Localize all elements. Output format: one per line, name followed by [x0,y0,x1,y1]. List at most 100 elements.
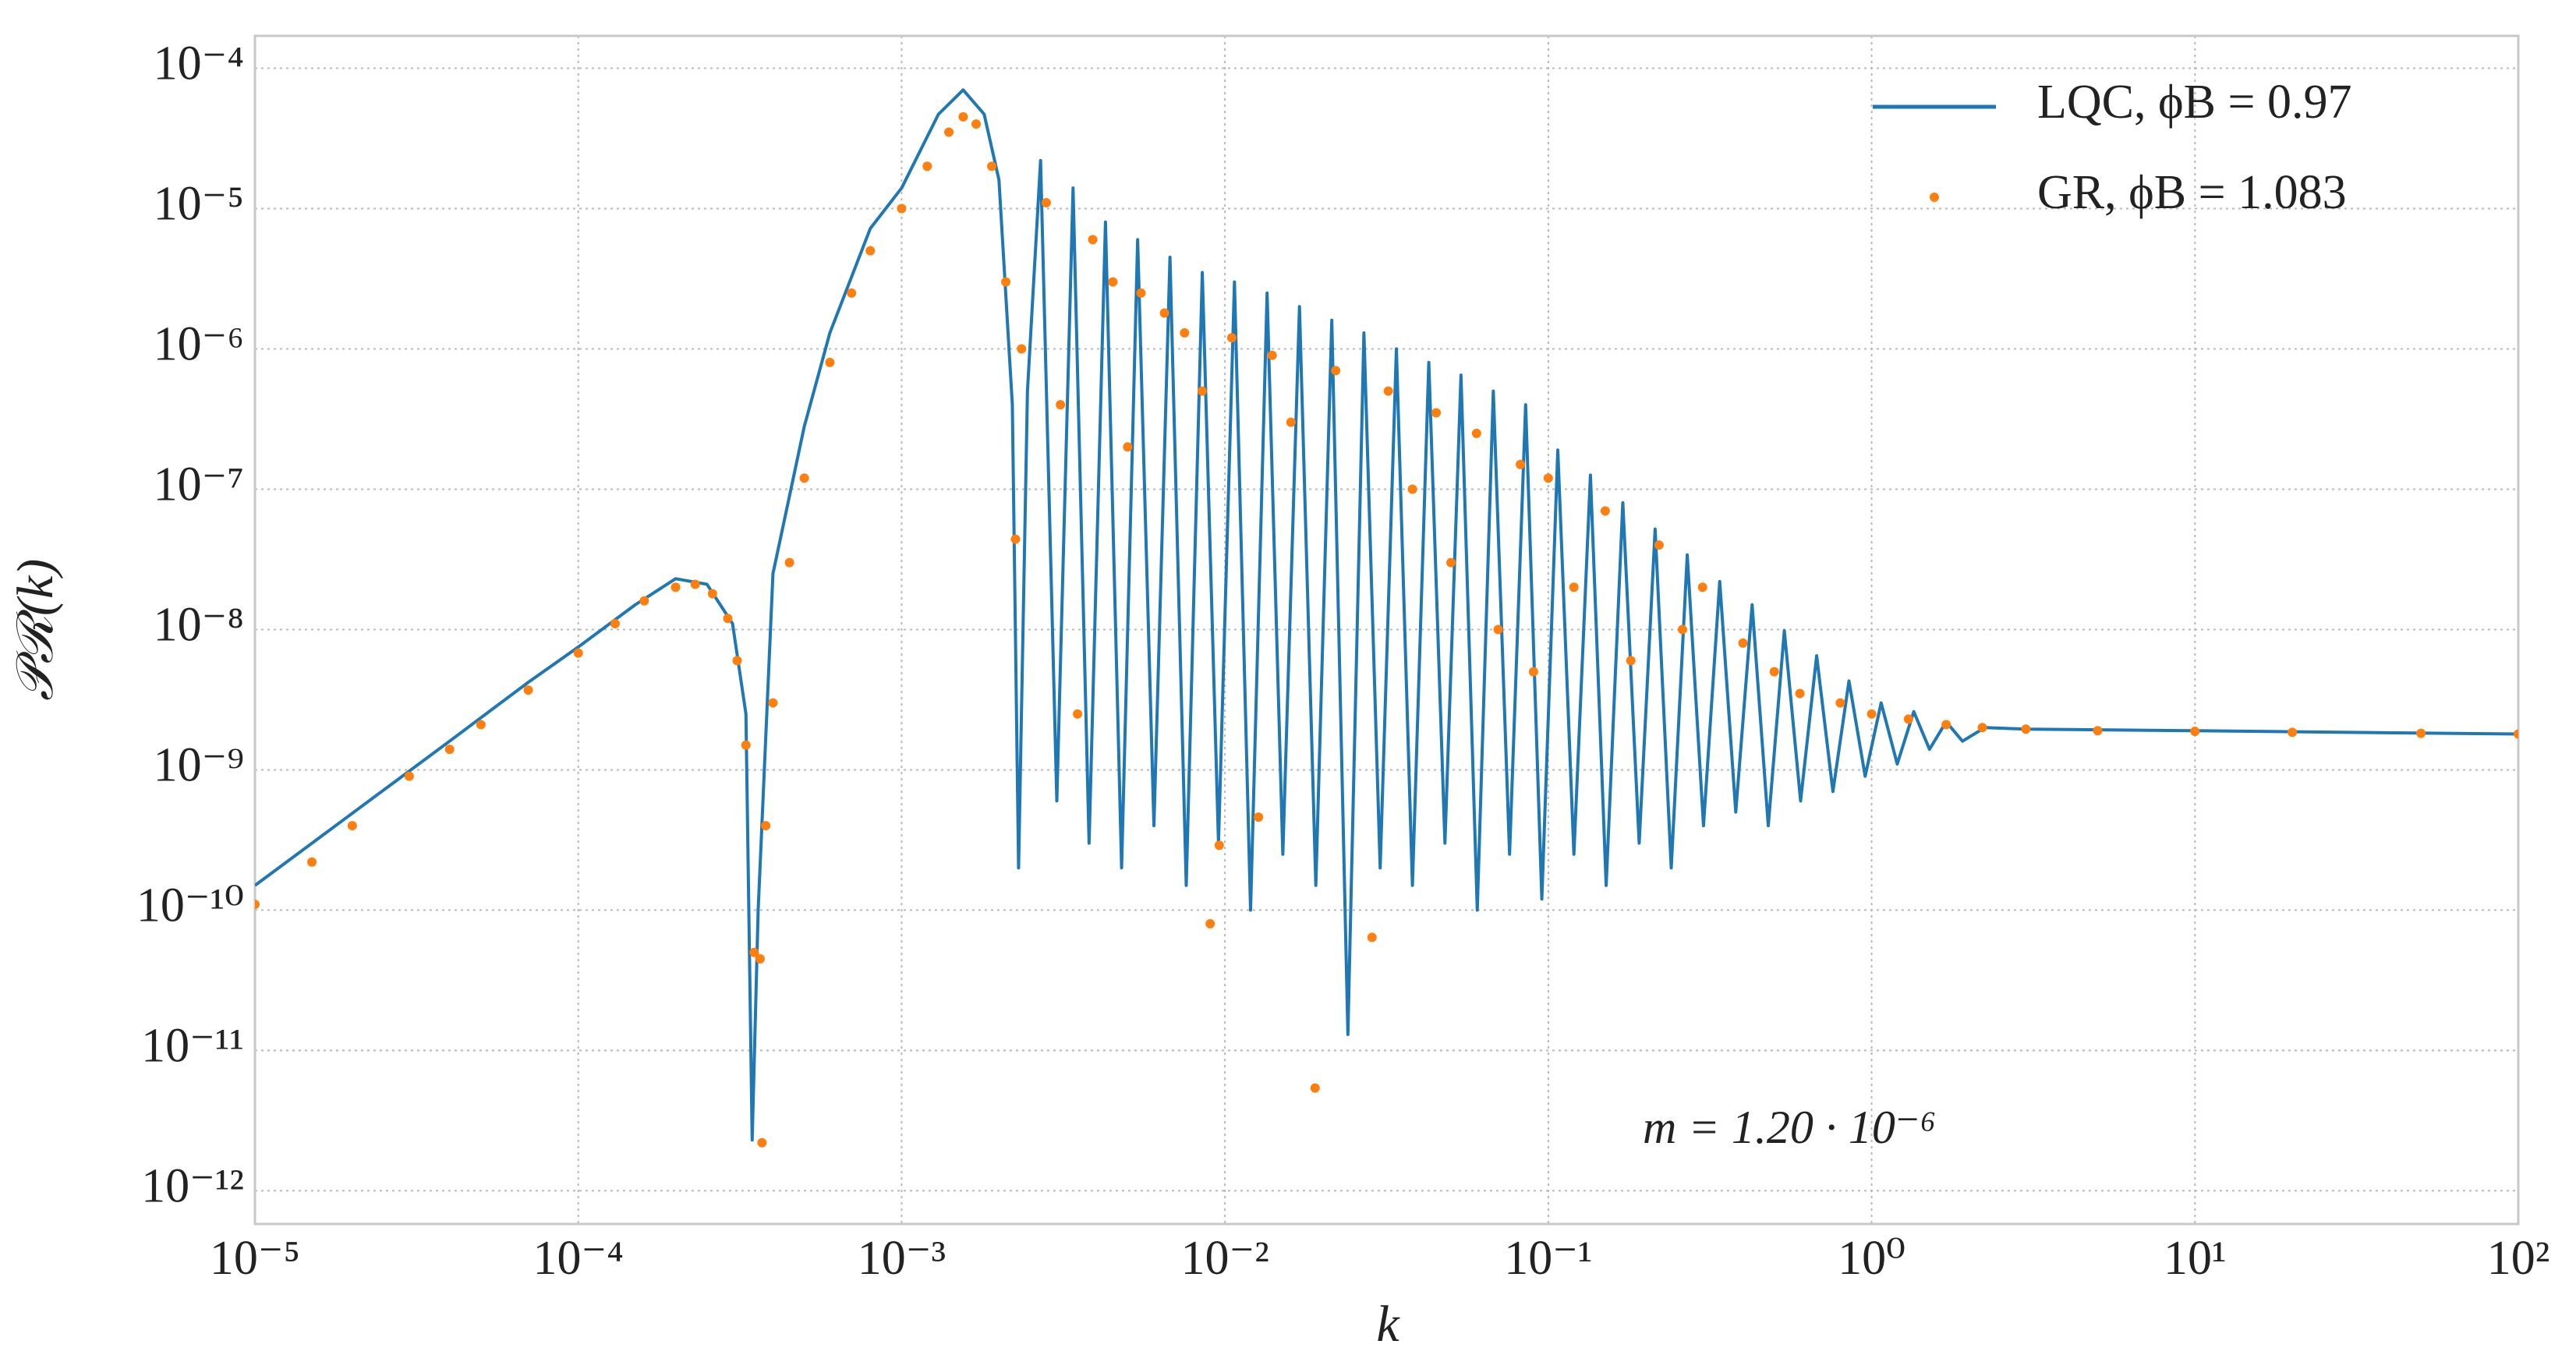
data-point [307,857,317,867]
y-tick-label: 10⁻⁵ [154,178,244,231]
data-point [1516,459,1526,469]
legend-swatch [1930,193,1939,202]
data-point [944,127,954,137]
data-point [1267,350,1277,360]
data-point [1286,417,1296,427]
data-point [1367,932,1377,943]
data-point [347,821,357,831]
data-point [1697,582,1707,593]
data-point [749,947,759,957]
data-point [757,1137,767,1148]
data-point [671,582,681,593]
data-point [2288,727,2298,738]
data-point [1180,327,1190,338]
data-point [1446,557,1456,568]
legend-label: LQC, ϕB = 0.97 [2037,76,2351,129]
y-tick-label: 10⁻¹⁰ [136,879,244,932]
data-point [1010,534,1021,544]
data-point [476,720,486,730]
x-tick-label: 10⁻³ [858,1232,946,1285]
data-point [1331,366,1341,376]
x-tick-label: 10⁻⁴ [533,1232,624,1285]
y-tick-label: 10⁻⁶ [154,318,244,371]
data-point [1769,667,1779,677]
data-point [1795,688,1805,699]
data-point [2514,729,2518,739]
data-point [1867,709,1877,719]
y-tick-label: 10⁻⁹ [154,739,244,792]
data-point [987,161,997,172]
plot-area [255,88,2518,1148]
data-point [610,618,620,628]
data-point [1738,638,1748,648]
y-axis-label: 𝒫ℛ(k) [7,559,64,701]
data-point [444,745,455,755]
data-point [847,288,857,298]
data-point [755,953,765,964]
data-point [1903,714,1913,724]
data-point [1088,235,1098,245]
data-point [1017,344,1027,354]
annotation: m = 1.20 · 10⁻⁶ [1643,1102,1936,1153]
data-point [799,473,809,483]
data-point [1569,582,1579,593]
y-tick-label: 10⁻⁴ [154,37,244,90]
data-point [825,357,835,367]
data-point [1073,709,1083,719]
data-point [958,111,968,122]
data-point [1835,698,1845,708]
x-tick-label: 10⁻² [1180,1232,1269,1285]
data-point [1136,288,1146,298]
data-point [1677,624,1687,635]
data-point [2416,728,2426,738]
data-point [1197,386,1207,396]
data-point [768,698,778,708]
data-point [1626,656,1636,666]
data-point [1159,308,1169,318]
y-tick-label: 10⁻¹¹ [141,1020,244,1073]
data-point [1543,473,1553,483]
data-point [573,648,583,658]
x-tick-label: 10⁰ [1838,1232,1905,1285]
data-point [690,579,700,589]
data-point [1226,333,1237,343]
x-tick-label: 10⁻⁵ [210,1232,300,1285]
data-point [1254,812,1264,822]
data-point [723,614,733,624]
data-point [971,119,981,129]
data-point [523,685,533,695]
y-tick-label: 10⁻¹² [141,1160,244,1213]
data-point [2021,724,2031,734]
data-point [255,899,260,909]
data-point [2093,726,2103,736]
data-point [1977,723,1987,733]
data-point [865,246,876,256]
x-tick-label: 10² [2487,1232,2550,1285]
x-tick-label: 10⁻¹ [1504,1232,1592,1285]
data-point [1123,442,1133,452]
x-axis-label: k [1376,1296,1400,1353]
data-point [922,161,932,172]
data-point [1654,540,1664,550]
data-point [1056,400,1066,410]
data-point [897,203,907,214]
plot-frame [253,34,2520,1226]
data-point [2190,727,2200,737]
data-point [761,821,771,831]
data-point [1941,720,1951,730]
data-point [784,557,794,568]
data-point [1471,428,1481,438]
data-point [1041,198,1051,208]
data-point [1001,277,1011,287]
data-point [741,740,751,750]
data-point [732,656,742,666]
data-point [1528,667,1538,677]
data-point [639,596,649,606]
legend-label: GR, ϕB = 1.083 [2037,166,2347,219]
data-point [1431,408,1442,418]
data-point [1205,918,1215,929]
data-point [1407,484,1417,494]
data-point [1383,386,1393,396]
series-line [255,88,2518,1142]
